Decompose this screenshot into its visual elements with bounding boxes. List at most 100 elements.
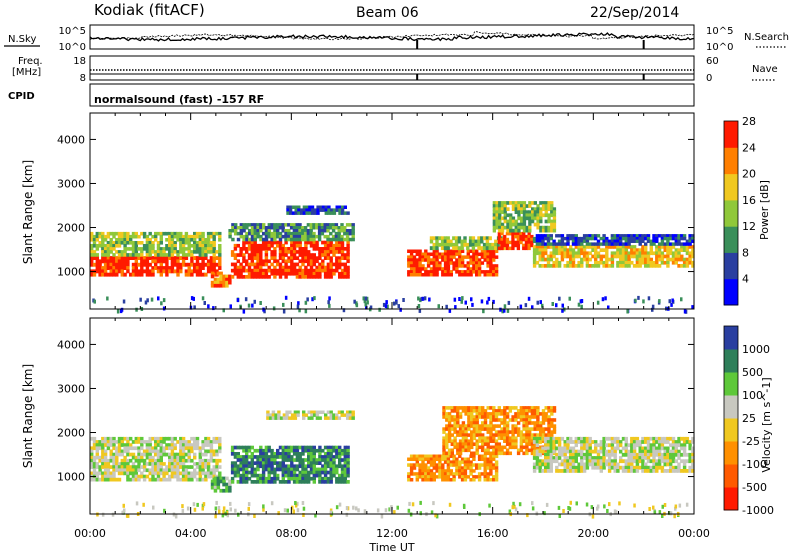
echo-cell xyxy=(663,452,667,457)
echo-cell xyxy=(605,257,609,262)
echo-cell xyxy=(267,461,271,465)
echo-cell xyxy=(195,446,200,451)
echo-cell xyxy=(438,454,442,458)
echo-cell xyxy=(649,465,653,470)
echo-cell xyxy=(236,237,241,242)
echo-cell xyxy=(471,242,476,247)
echo-cell xyxy=(297,301,300,306)
echo-cell xyxy=(480,457,485,461)
echo-cell xyxy=(331,229,336,233)
echo-cell xyxy=(669,465,673,470)
echo-cell xyxy=(607,242,612,246)
echo-cell xyxy=(313,413,317,417)
echo-cell xyxy=(627,459,631,464)
echo-cell xyxy=(95,443,99,447)
echo-cell xyxy=(187,449,191,454)
echo-cell xyxy=(607,436,612,441)
echo-cell xyxy=(644,236,648,241)
echo-cell xyxy=(494,242,498,247)
echo-cell xyxy=(613,251,617,256)
echo-cell xyxy=(264,237,269,242)
echo-cell xyxy=(206,244,211,248)
echo-cell xyxy=(511,427,515,431)
echo-cell xyxy=(369,305,373,310)
echo-cell xyxy=(157,296,160,301)
echo-cell xyxy=(424,454,428,458)
echo-cell xyxy=(318,268,322,273)
echo-cell xyxy=(321,208,326,212)
echo-cell xyxy=(109,455,113,460)
echo-cell xyxy=(555,264,559,268)
echo-cell xyxy=(212,247,216,251)
echo-cell xyxy=(594,456,598,460)
echo-cell xyxy=(536,421,540,425)
echo-cell xyxy=(250,268,254,273)
echo-cell xyxy=(652,436,656,441)
echo-cell xyxy=(261,473,266,478)
echo-cell xyxy=(688,245,692,249)
echo-cell xyxy=(435,261,439,265)
echo-cell xyxy=(596,239,601,243)
echo-cell xyxy=(106,440,111,444)
echo-cell xyxy=(190,449,194,454)
echo-cell xyxy=(453,421,457,425)
echo-cell xyxy=(514,225,518,230)
echo-cell xyxy=(460,457,465,461)
echo-cell xyxy=(181,452,186,457)
echo-cell xyxy=(307,240,311,245)
echo-cell xyxy=(613,462,617,467)
echo-cell xyxy=(273,467,277,472)
echo-cell xyxy=(525,436,529,440)
echo-cell xyxy=(264,461,269,465)
echo-cell xyxy=(198,477,202,482)
echo-cell xyxy=(168,436,172,441)
echo-cell xyxy=(500,231,504,236)
echo-cell xyxy=(264,256,269,260)
echo-cell xyxy=(195,256,200,260)
echo-cell xyxy=(137,262,141,267)
echo-cell xyxy=(140,262,144,267)
echo-cell xyxy=(467,421,471,425)
echo-cell xyxy=(460,273,465,277)
echo-cell xyxy=(538,257,542,262)
echo-cell xyxy=(467,409,471,413)
echo-cell xyxy=(329,250,333,254)
echo-cell xyxy=(652,456,656,460)
echo-cell xyxy=(632,456,637,460)
echo-cell xyxy=(528,204,532,208)
echo-cell xyxy=(682,242,687,246)
echo-cell xyxy=(674,452,678,457)
echo-cell xyxy=(415,463,419,467)
echo-cell xyxy=(173,458,177,463)
echo-cell xyxy=(588,236,592,241)
echo-cell xyxy=(432,249,436,253)
echo-cell xyxy=(201,256,205,260)
echo-cell xyxy=(588,443,592,448)
echo-region xyxy=(286,205,350,215)
echo-cell xyxy=(230,480,235,484)
echo-cell xyxy=(247,445,252,450)
echo-cell xyxy=(273,231,277,236)
echo-cell xyxy=(500,240,504,245)
echo-cell xyxy=(477,466,482,470)
echo-cell xyxy=(245,461,249,465)
echo-cell xyxy=(304,473,308,478)
echo-cell xyxy=(418,463,422,467)
echo-cell xyxy=(179,256,183,260)
echo-cell xyxy=(210,482,215,487)
echo-cell xyxy=(483,448,488,453)
echo-cell xyxy=(312,268,316,273)
echo-cell xyxy=(281,268,285,273)
echo-cell xyxy=(261,455,266,459)
echo-cell xyxy=(310,205,315,209)
echo-cell xyxy=(335,205,339,209)
echo-cell xyxy=(582,245,587,249)
echo-cell xyxy=(304,256,308,260)
echo-cell xyxy=(340,226,344,230)
echo-cell xyxy=(233,268,238,273)
echo-cell xyxy=(580,462,584,467)
echo-cell xyxy=(290,247,294,251)
echo-cell xyxy=(547,216,551,221)
echo-cell xyxy=(429,273,434,277)
echo-cell xyxy=(267,476,271,481)
